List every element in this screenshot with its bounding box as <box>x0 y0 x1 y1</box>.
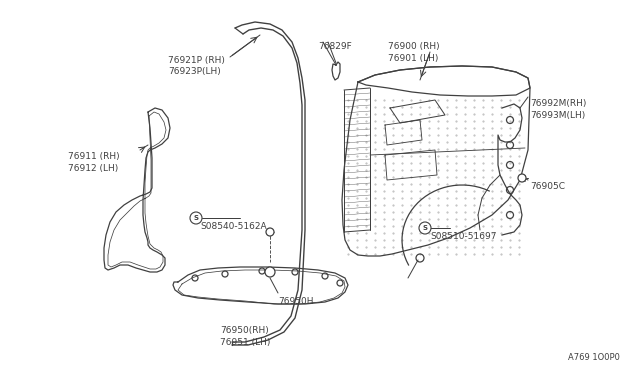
Text: 76829F: 76829F <box>318 42 352 51</box>
Text: A769 1O0P0: A769 1O0P0 <box>568 353 620 362</box>
Text: S: S <box>422 225 428 231</box>
Text: 76950H: 76950H <box>278 297 314 306</box>
Text: 76992M(RH): 76992M(RH) <box>530 99 586 108</box>
Text: 76951 (LH): 76951 (LH) <box>220 338 270 347</box>
Text: S: S <box>193 215 198 221</box>
Text: 76912 (LH): 76912 (LH) <box>68 164 118 173</box>
Circle shape <box>518 174 526 182</box>
Text: 76901 (LH): 76901 (LH) <box>388 54 438 63</box>
Text: 76921P (RH): 76921P (RH) <box>168 56 225 65</box>
Text: S08510-51697: S08510-51697 <box>430 232 497 241</box>
Text: 76900 (RH): 76900 (RH) <box>388 42 440 51</box>
Text: S08540-5162A: S08540-5162A <box>200 222 267 231</box>
Text: 76905C: 76905C <box>530 182 565 191</box>
Circle shape <box>265 267 275 277</box>
Text: 76993M(LH): 76993M(LH) <box>530 111 585 120</box>
Circle shape <box>266 228 274 236</box>
Text: 76950(RH): 76950(RH) <box>220 326 269 335</box>
Text: 76923P(LH): 76923P(LH) <box>168 67 221 76</box>
Circle shape <box>419 222 431 234</box>
Circle shape <box>190 212 202 224</box>
Text: 76911 (RH): 76911 (RH) <box>68 152 120 161</box>
